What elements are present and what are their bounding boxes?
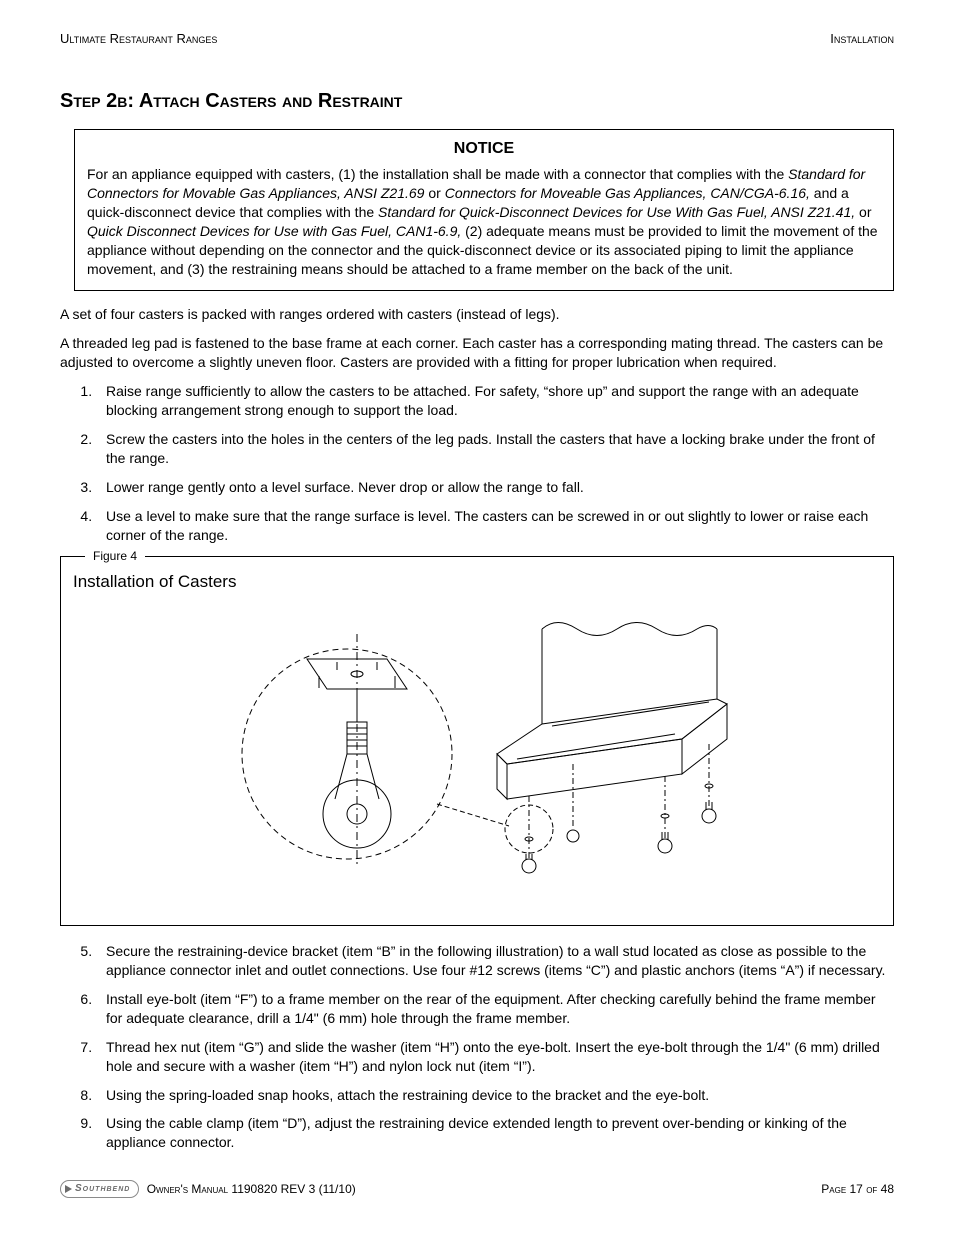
notice-body: For an appliance equipped with casters, … [87,165,881,278]
notice-i2: Connectors for Moveable Gas Appliances, … [445,185,810,201]
brand-logo: Southbend [60,1180,139,1198]
caster-diagram [197,604,757,904]
step-6: Install eye-bolt (item “F”) to a frame m… [96,990,894,1028]
page-pre: Page [821,1182,849,1196]
page-mid: of [863,1182,881,1196]
brand-name: Southbend [75,1182,130,1196]
step-4: Use a level to make sure that the range … [96,507,894,545]
para-2: A threaded leg pad is fastened to the ba… [60,334,894,372]
page-num: 17 [850,1182,863,1196]
notice-t1: For an appliance equipped with casters, … [87,166,788,182]
logo-triangle-icon [65,1185,72,1193]
figure-box: Figure 4 Installation of Casters [60,556,894,926]
step-3: Lower range gently onto a level surface.… [96,478,894,497]
figure-label: Figure 4 [85,548,145,564]
footer-page: Page 17 of 48 [821,1181,894,1197]
steps-list-1: Raise range sufficiently to allow the ca… [60,382,894,544]
notice-t2: or [424,185,444,201]
page-total: 48 [881,1182,894,1196]
notice-title: NOTICE [87,138,881,160]
figure-title: Installation of Casters [73,571,881,594]
notice-t4: or [855,204,871,220]
para-1: A set of four casters is packed with ran… [60,305,894,324]
notice-i3: Standard for Quick-Disconnect Devices fo… [378,204,855,220]
steps-list-2: Secure the restraining-device bracket (i… [60,942,894,1152]
step-1: Raise range sufficiently to allow the ca… [96,382,894,420]
footer-center: Owner's Manual 1190820 REV 3 (11/10) [147,1182,356,1196]
step-title: Step 2b: Attach Casters and Restraint [60,88,894,115]
step-7: Thread hex nut (item “G”) and slide the … [96,1038,894,1076]
notice-box: NOTICE For an appliance equipped with ca… [74,129,894,292]
step-9: Using the cable clamp (item “D”), adjust… [96,1114,894,1152]
step-5: Secure the restraining-device bracket (i… [96,942,894,980]
header-left: Ultimate Restaurant Ranges [60,30,217,48]
footer: Southbend Owner's Manual 1190820 REV 3 (… [60,1180,894,1198]
notice-i4: Quick Disconnect Devices for Use with Ga… [87,223,461,239]
step-2: Screw the casters into the holes in the … [96,430,894,468]
step-8: Using the spring-loaded snap hooks, atta… [96,1086,894,1105]
header-right: Installation [830,30,894,48]
